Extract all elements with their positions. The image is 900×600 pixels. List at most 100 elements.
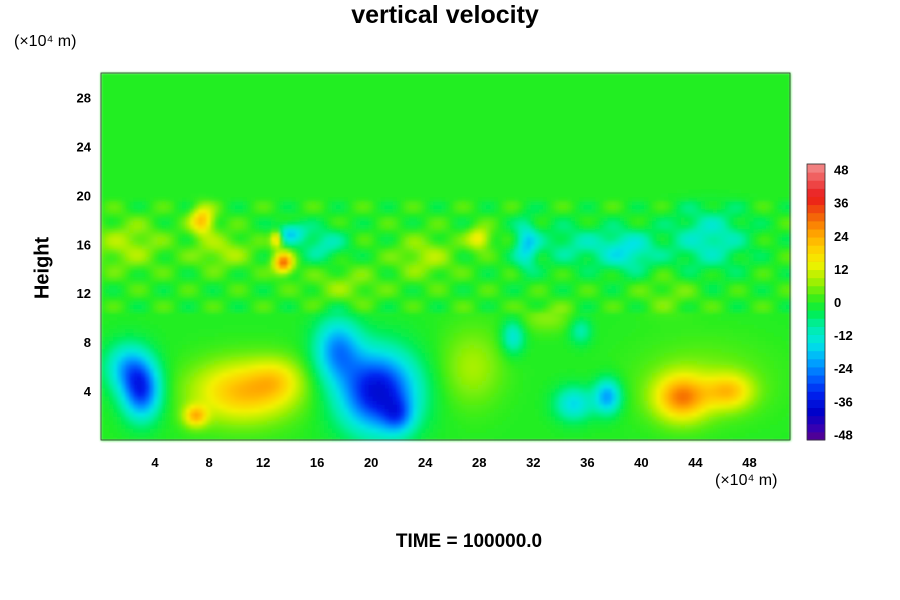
heatmap-cell [575,332,580,337]
heatmap-cell [344,408,349,413]
heatmap-cell [234,332,240,337]
heatmap-cell [117,324,122,329]
heatmap-cell [388,368,394,373]
heatmap-cell [425,408,430,413]
heatmap-cell [538,420,544,425]
heatmap-cell [615,420,621,425]
heatmap-cell [567,404,572,409]
heatmap-cell [656,340,661,345]
heatmap-cell [161,436,167,441]
heatmap-cell [153,348,159,353]
heatmap-cell [388,340,394,345]
heatmap-cell [554,332,560,337]
heatmap-cell [368,352,374,357]
heatmap-cell [380,376,386,381]
heatmap-cell [178,360,183,365]
heatmap-cell [283,376,289,381]
heatmap-cell [765,356,771,361]
heatmap-cell [433,416,438,421]
heatmap-cell [336,420,341,425]
heatmap-cell [186,368,191,373]
heatmap-cell [368,392,374,397]
heatmap-cell [238,384,244,389]
heatmap-cell [117,424,122,429]
heatmap-cell [222,376,228,381]
heatmap-cell [449,392,455,397]
heatmap-cell [506,404,511,409]
heatmap-cell [680,432,686,437]
heatmap-cell [279,404,284,409]
heatmap-cell [327,388,333,393]
heatmap-cell [721,420,726,425]
heatmap-cell [409,356,414,361]
heatmap-cell [465,428,471,433]
heatmap-cell [113,432,118,437]
heatmap-cell [680,336,686,341]
heatmap-cell [376,380,382,385]
heatmap-cell [295,420,301,425]
heatmap-cell [409,424,414,429]
heatmap-cell [721,324,726,329]
heatmap-cell [490,428,495,433]
heatmap-cell [417,404,422,409]
heatmap-cell [340,380,345,385]
heatmap-cell [392,372,398,377]
heatmap-cell [396,424,402,429]
heatmap-cell [352,424,357,429]
heatmap-cell [396,436,402,441]
heatmap-cell [477,388,483,393]
heatmap-cell [542,356,548,361]
heatmap-cell [595,348,601,353]
heatmap-cell [226,412,232,417]
heatmap-cell [307,368,313,373]
heatmap-cell [554,356,560,361]
heatmap-cell [409,332,414,337]
heatmap-cell [656,416,661,421]
heatmap-cell [563,408,568,413]
heatmap-cell [486,428,491,433]
heatmap-cell [708,328,714,333]
heatmap-cell [222,340,228,345]
heatmap-cell [275,432,280,437]
heatmap-cell [583,364,588,369]
heatmap-cell [380,396,386,401]
heatmap-cell [449,352,455,357]
heatmap-cell [388,416,394,421]
heatmap-cell [356,428,361,433]
heatmap-cell [267,420,272,425]
heatmap-cell [222,336,228,341]
heatmap-cell [400,416,406,421]
heatmap-cell [680,400,686,405]
heatmap-cell [441,324,447,329]
heatmap-cell [194,428,199,433]
heatmap-cell [526,328,532,333]
heatmap-cell [376,332,382,337]
heatmap-cell [522,332,528,337]
heatmap-cell [417,368,422,373]
heatmap-cell [725,332,730,337]
heatmap-cell [234,324,240,329]
heatmap-cell [575,368,580,373]
heatmap-cell [352,428,357,433]
heatmap-cell [255,396,260,401]
heatmap-cell [672,396,678,401]
heatmap-cell [502,364,507,369]
heatmap-cell [445,360,451,365]
heatmap-cell [737,400,742,405]
heatmap-cell [117,428,122,433]
heatmap-cell [494,392,499,397]
heatmap-cell [153,340,159,345]
heatmap-cell [287,416,293,421]
heatmap-cell [538,412,544,417]
heatmap-cell [157,388,163,393]
heatmap-cell [611,348,617,353]
heatmap-cell [712,380,718,385]
heatmap-cell [761,328,767,333]
heatmap-cell [530,436,536,441]
heatmap-cell [648,428,653,433]
heatmap-cell [295,404,301,409]
heatmap-cell [486,396,491,401]
heatmap-cell [725,400,730,405]
heatmap-cell [518,400,524,405]
heatmap-cell [660,416,665,421]
